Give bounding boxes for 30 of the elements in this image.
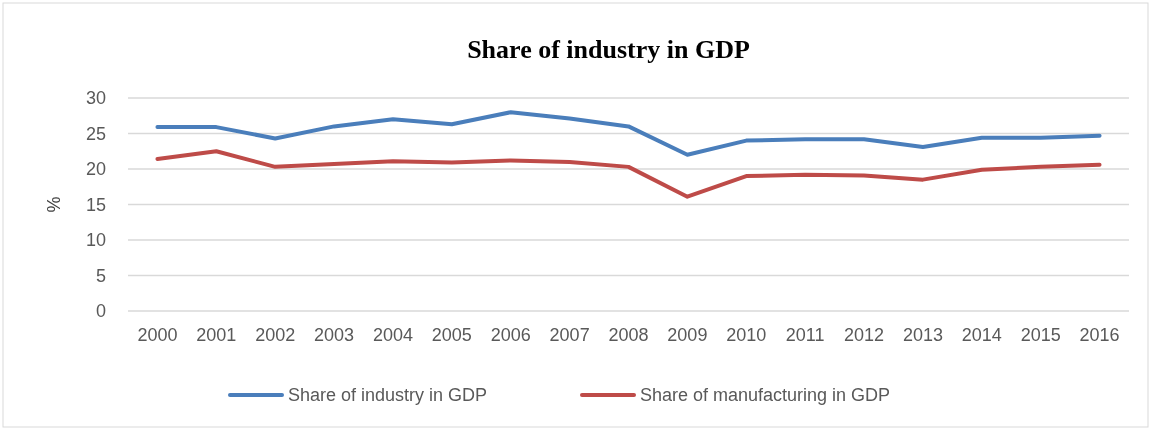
x-tick-label: 2001 — [196, 325, 237, 345]
x-tick-label: 2000 — [137, 325, 178, 345]
y-tick-label: 0 — [95, 301, 106, 322]
y-tick-label: 5 — [95, 265, 106, 286]
legend-label: Share of manufacturing in GDP — [640, 385, 891, 406]
x-tick-label: 2015 — [1020, 325, 1061, 345]
x-tick-label: 2009 — [667, 325, 708, 345]
x-tick-label: 2008 — [608, 325, 649, 345]
x-tick-label: 2014 — [961, 325, 1002, 345]
legend-label: Share of industry in GDP — [288, 385, 488, 406]
y-tick-label: 30 — [85, 88, 106, 109]
chart-title: Share of industry in GDP — [467, 35, 750, 64]
x-tick-label: 2006 — [490, 325, 531, 345]
x-tick-label: 2003 — [314, 325, 355, 345]
x-tick-label: 2002 — [255, 325, 296, 345]
y-axis-title: % — [44, 196, 64, 213]
x-tick-label: 2016 — [1079, 325, 1120, 345]
x-tick-label: 2012 — [844, 325, 885, 345]
x-tick-label: 2013 — [902, 325, 943, 345]
line-series — [155, 110, 1102, 157]
x-tick-label: 2004 — [372, 325, 413, 345]
y-tick-label: 15 — [85, 194, 106, 215]
y-tick-label: 25 — [85, 123, 106, 144]
y-tick-label: 10 — [85, 230, 106, 251]
x-tick-label: 2010 — [726, 325, 767, 345]
line-series — [155, 149, 1102, 199]
x-tick-label: 2005 — [431, 325, 472, 345]
x-tick-label: 2011 — [785, 325, 825, 345]
x-tick-label: 2007 — [549, 325, 590, 345]
y-tick-label: 20 — [85, 159, 106, 180]
